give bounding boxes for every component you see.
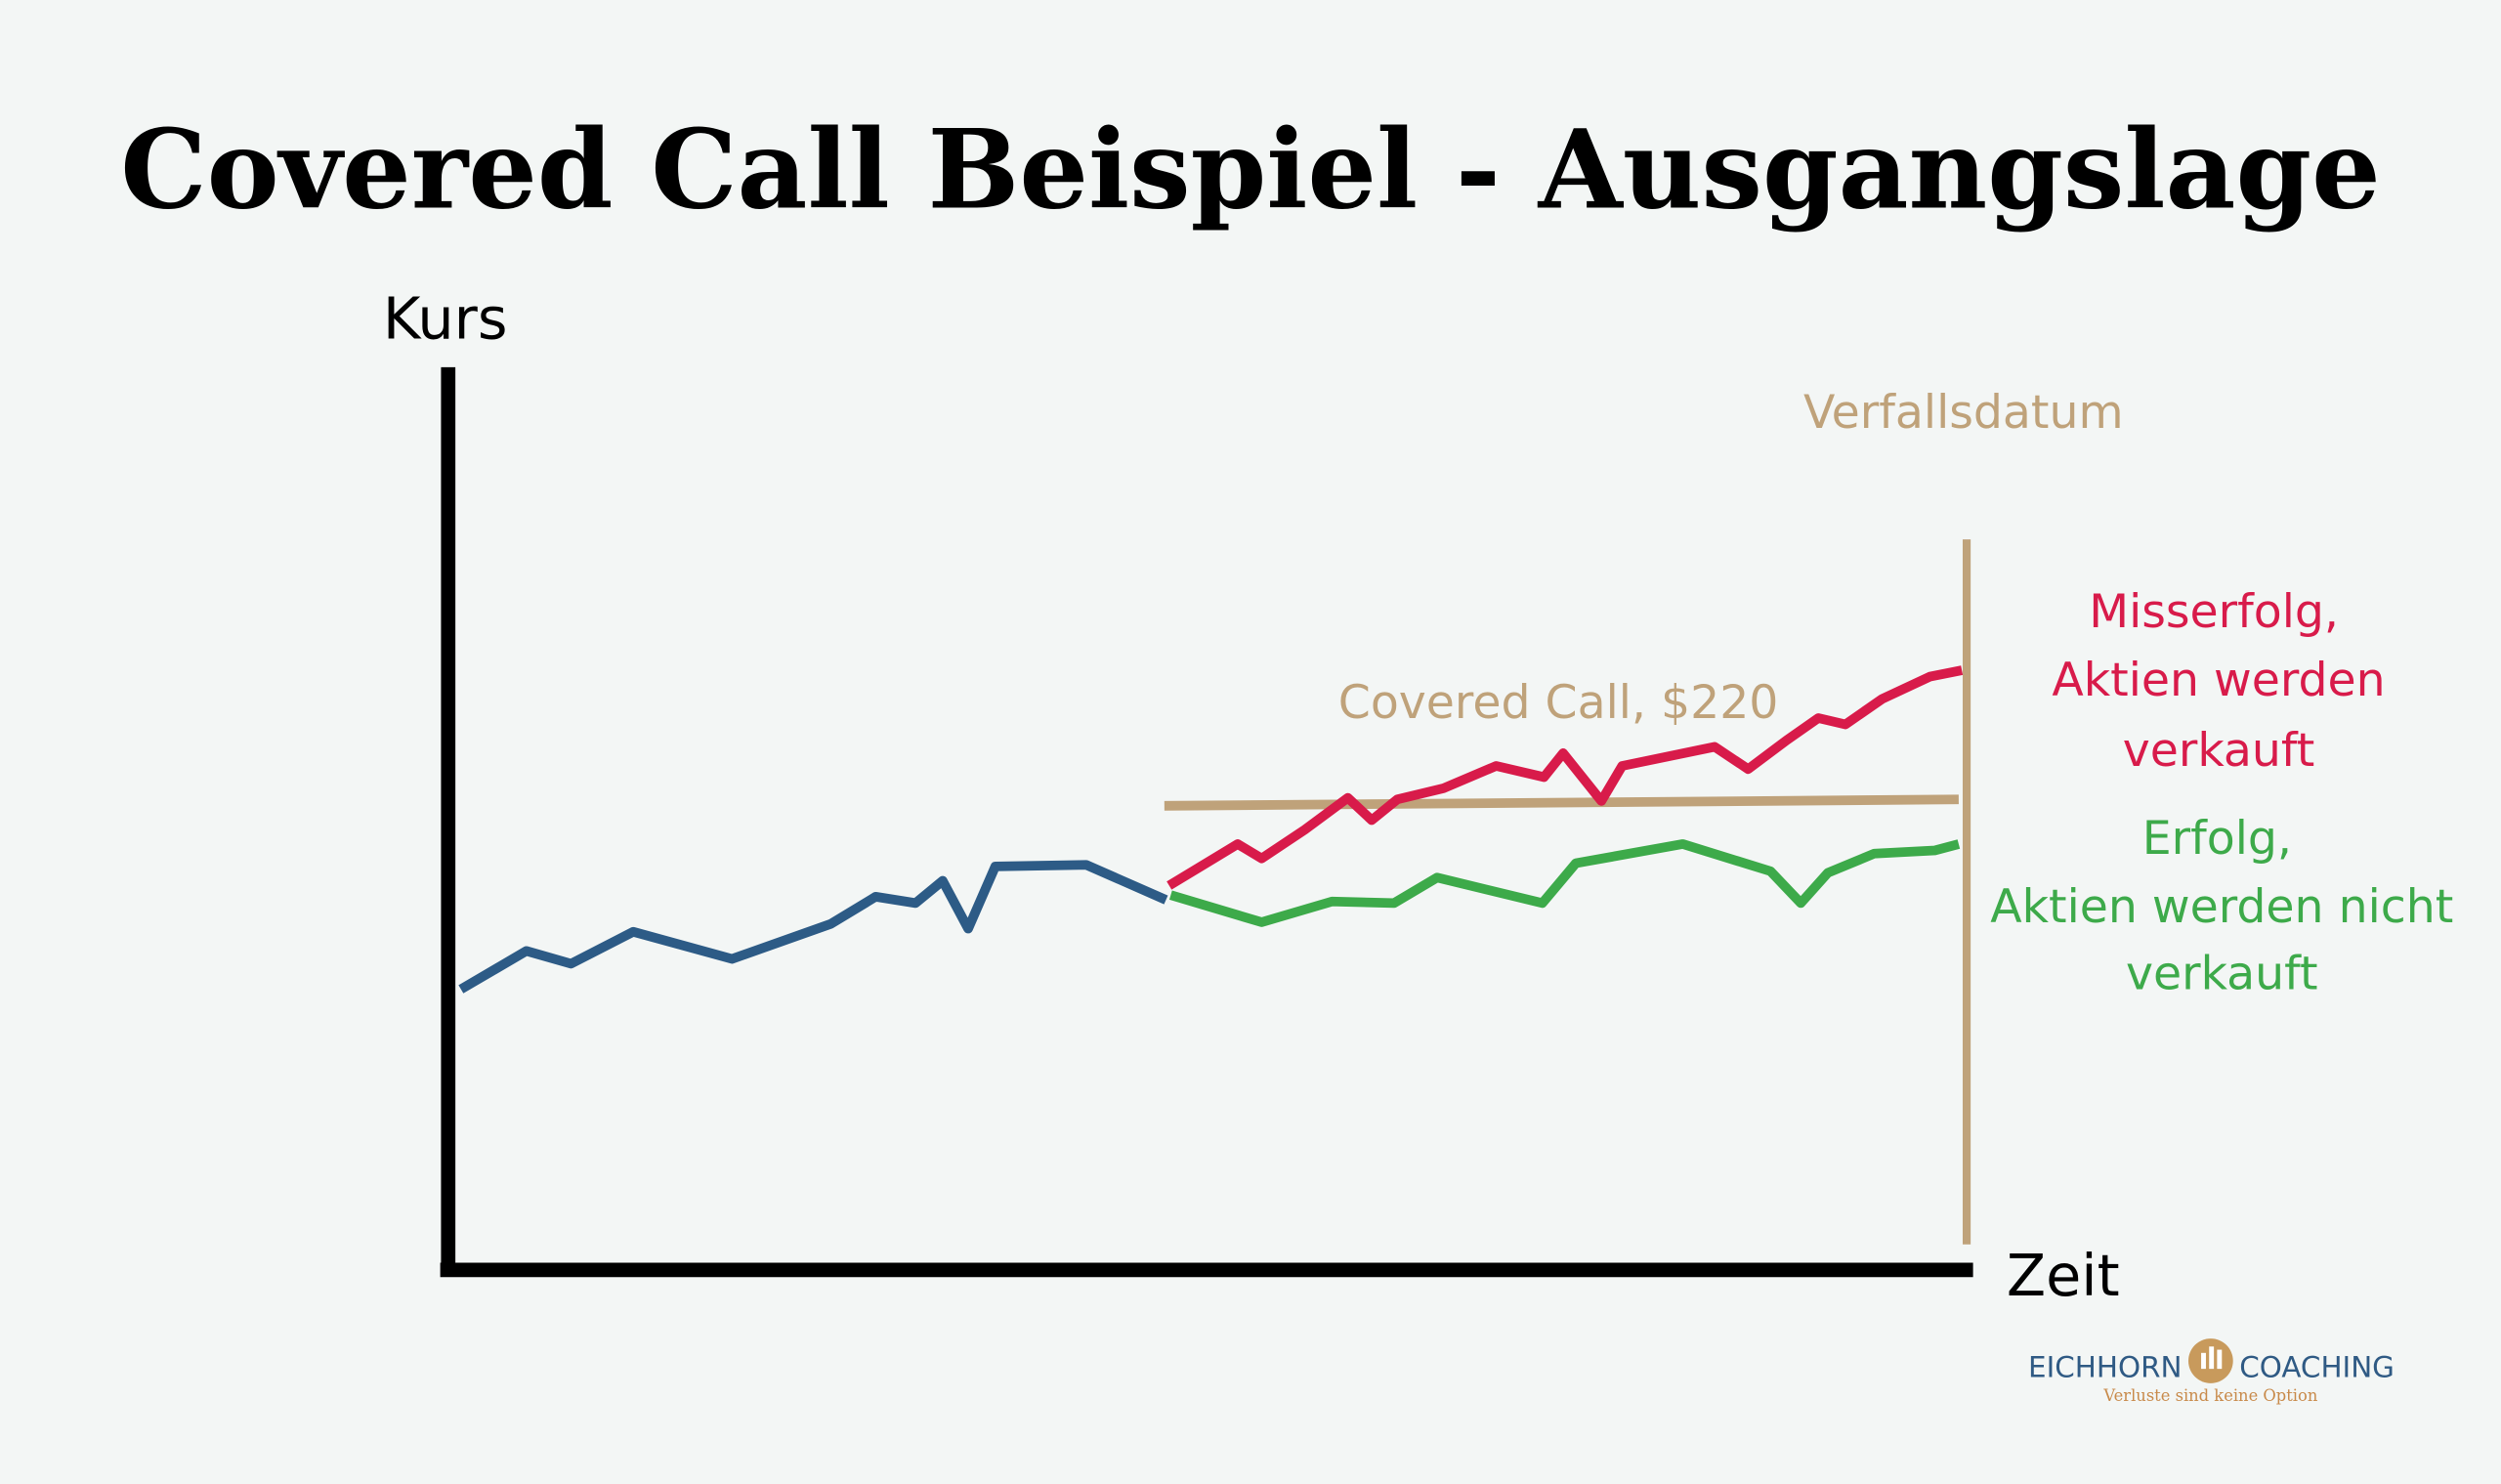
price-history: [458, 860, 1168, 994]
strike-line: [1164, 794, 1959, 811]
failure-label: Misserfolg, Aktien werden verkauft: [2052, 585, 2385, 778]
failure-path: [1166, 665, 1964, 890]
logo-bar: [2209, 1346, 2215, 1370]
failure-line: verkauft: [2123, 724, 2315, 778]
logo: EICHHORN COACHING Verluste sind keine Op…: [2028, 1338, 2395, 1405]
y-axis-label: Kurs: [383, 284, 508, 352]
x-axis-label: Zeit: [2007, 1242, 2120, 1309]
success-line: verkauft: [2126, 948, 2318, 1001]
failure-line: Misserfolg,: [2089, 585, 2339, 639]
title: Covered Call Beispiel - Ausgangslage: [120, 107, 2380, 234]
logo-bar: [2217, 1349, 2223, 1370]
success-label: Erfolg, Aktien werden nicht verkauft: [1990, 812, 2453, 1001]
expiry-label: Verfallsdatum: [1803, 386, 2124, 440]
logo-left: EICHHORN: [2028, 1350, 2182, 1383]
strike-label: Covered Call, $220: [1338, 676, 1779, 730]
logo-bar: [2201, 1352, 2206, 1370]
logo-tagline: Verluste sind keine Option: [2102, 1386, 2317, 1405]
success-path: [1168, 839, 1961, 927]
failure-line: Aktien werden: [2052, 654, 2385, 707]
success-line: Aktien werden nicht: [1990, 880, 2453, 934]
logo-right: COACHING: [2239, 1350, 2395, 1383]
success-line: Erfolg,: [2142, 812, 2292, 866]
